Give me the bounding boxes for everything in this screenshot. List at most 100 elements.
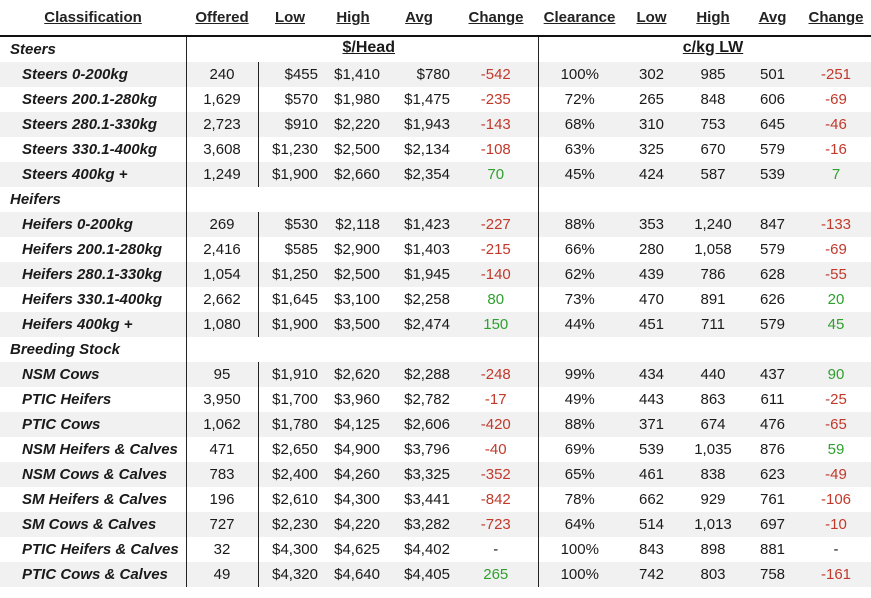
row-low: $4,300 xyxy=(257,537,322,562)
row-high: $4,640 xyxy=(322,562,384,587)
section-spacer: $/Head xyxy=(322,36,395,62)
section-spacer xyxy=(258,36,322,62)
table-row: NSM Cows & Calves 783 $2,400 $4,260 $3,325 -3… xyxy=(0,462,871,487)
section-spacer xyxy=(682,337,744,362)
row-clearance: 69% xyxy=(537,437,621,462)
table-row: SM Cows & Calves 727 $2,230 $4,220 $3,282 -72… xyxy=(0,512,871,537)
row-low: $1,645 xyxy=(257,287,322,312)
row-kg-avg: 579 xyxy=(744,312,801,337)
row-low: $585 xyxy=(257,237,322,262)
row-offered: 2,662 xyxy=(185,287,258,312)
row-kg-change: -106 xyxy=(820,491,852,508)
row-change: -248 xyxy=(454,362,538,387)
row-classification: Heifers 200.1-280kg xyxy=(22,241,163,258)
row-kg-high: 753 xyxy=(682,112,744,137)
row-change: -215 xyxy=(480,241,511,258)
header-kg-high: High xyxy=(696,9,730,26)
table-row: Steers 330.1-400kg 3,608 $1,230 $2,500 $2,13… xyxy=(0,137,871,162)
row-kg-avg: 626 xyxy=(759,291,786,308)
row-high: $3,100 xyxy=(334,291,380,308)
row-kg-avg: 611 xyxy=(760,391,785,408)
row-high: $4,625 xyxy=(334,541,380,558)
section-spacer xyxy=(682,187,744,212)
header-row: Classification Offered Low High Avg Chan… xyxy=(0,0,871,36)
row-offered: 1,054 xyxy=(185,262,258,287)
section-row: Breeding Stock xyxy=(0,337,871,362)
row-kg-low: 439 xyxy=(621,262,682,287)
row-offered: 1,062 xyxy=(185,412,258,437)
section-title: Steers xyxy=(10,41,56,58)
row-kg-change: - xyxy=(833,541,839,558)
section-title: Breeding Stock xyxy=(10,341,121,358)
table-row: Steers 280.1-330kg 2,723 $910 $2,220 $1,943-… xyxy=(0,112,871,137)
row-clearance: 63% xyxy=(537,137,621,162)
row-classification: Steers 0-200kg xyxy=(0,62,186,87)
row-kg-avg: 645 xyxy=(744,112,801,137)
table-row: SM Heifers & Calves 196 $2,610 $4,300 $3,441… xyxy=(0,487,871,512)
row-high: $4,260 xyxy=(322,462,384,487)
row-low: $570 xyxy=(257,87,322,112)
row-low: $1,780 xyxy=(257,412,322,437)
row-high: $3,500 xyxy=(322,312,384,337)
section-spacer xyxy=(801,187,871,212)
table-row: PTIC Heifers & Calves 32 $4,300 $4,625 $4,40… xyxy=(0,537,871,562)
row-kg-avg: 761 xyxy=(759,491,786,508)
row-high: $4,900 xyxy=(334,441,380,458)
row-high: $2,900 xyxy=(334,241,380,258)
table-row: PTIC Cows & Calves 49 $4,320 $4,640 $4,405 26… xyxy=(0,562,871,587)
row-avg: $3,796 xyxy=(404,441,450,458)
section-spacer xyxy=(801,36,871,62)
row-avg: $4,402 xyxy=(404,541,450,558)
section-spacer xyxy=(537,36,621,62)
row-clearance: 73% xyxy=(537,287,621,312)
table-row: PTIC Cows 1,062 $1,780 $4,125 $2,606 -420 88% 3… xyxy=(0,412,871,437)
row-avg: $2,474 xyxy=(384,312,454,337)
row-offered: 32 xyxy=(185,537,258,562)
row-kg-low: 310 xyxy=(621,112,682,137)
row-kg-high: 674 xyxy=(682,412,744,437)
row-kg-change: -55 xyxy=(801,262,871,287)
row-kg-high: 670 xyxy=(700,141,726,158)
row-avg: $2,606 xyxy=(384,412,454,437)
row-avg: $1,423 xyxy=(384,212,454,237)
section-spacer xyxy=(185,36,258,62)
row-classification: Steers 330.1-400kg xyxy=(22,141,158,158)
row-kg-low: 424 xyxy=(621,162,682,187)
row-low: $2,610 xyxy=(257,487,322,512)
row-classification: NSM Cows xyxy=(0,362,186,387)
row-kg-high: 891 xyxy=(700,291,726,308)
section-spacer xyxy=(258,337,322,362)
row-high: $2,620 xyxy=(322,362,384,387)
row-offered: 3,608 xyxy=(185,137,258,162)
row-avg: $1,945 xyxy=(384,262,454,287)
section-spacer xyxy=(621,36,682,62)
row-change: -352 xyxy=(454,462,538,487)
row-clearance: 100% xyxy=(537,537,621,562)
row-kg-high: 929 xyxy=(700,491,726,508)
row-high: $4,125 xyxy=(322,412,384,437)
row-change: -17 xyxy=(484,391,507,408)
row-offered: 727 xyxy=(185,512,258,537)
row-classification: SM Cows & Calves xyxy=(0,512,186,537)
row-kg-avg: 539 xyxy=(744,162,801,187)
row-kg-low: 539 xyxy=(638,441,665,458)
row-change: 150 xyxy=(454,312,538,337)
row-clearance: 78% xyxy=(537,487,621,512)
section-row: Heifers xyxy=(0,187,871,212)
row-change: -140 xyxy=(454,262,538,287)
row-kg-high: 1,240 xyxy=(682,212,744,237)
row-kg-change: -25 xyxy=(825,391,847,408)
row-kg-high: 985 xyxy=(682,62,744,87)
row-low: $1,900 xyxy=(257,312,322,337)
row-offered: 49 xyxy=(185,562,258,587)
row-clearance: 45% xyxy=(537,162,621,187)
row-offered: 3,950 xyxy=(185,387,258,412)
row-change: -723 xyxy=(454,512,538,537)
row-low: $4,320 xyxy=(257,562,322,587)
row-kg-low: 662 xyxy=(638,491,665,508)
row-offered: 1,080 xyxy=(185,312,258,337)
row-offered: 95 xyxy=(185,362,258,387)
row-change: 265 xyxy=(454,562,538,587)
row-classification: NSM Heifers & Calves xyxy=(22,441,178,458)
unit-kg-label: c/kg LW xyxy=(682,39,744,56)
